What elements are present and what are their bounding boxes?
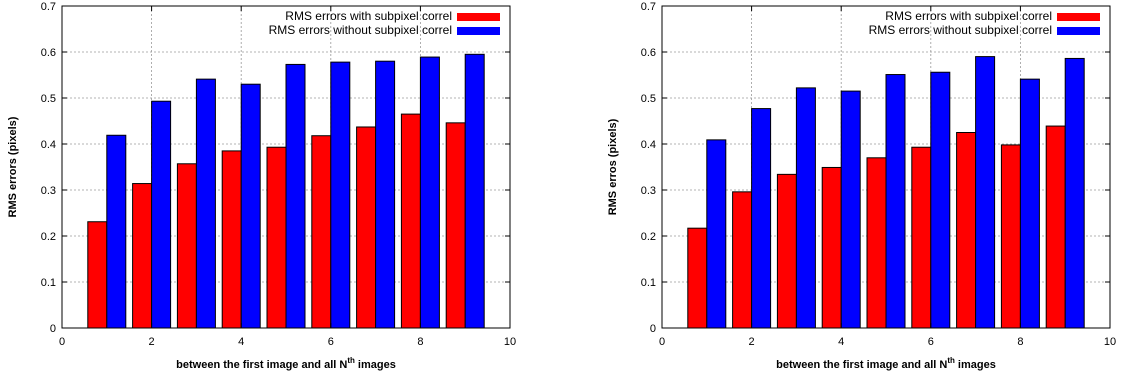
legend-swatch-1 — [457, 13, 500, 21]
bar-without-subpixel-5 — [885, 74, 906, 329]
plot-frame — [661, 5, 1111, 329]
legend-label-2: RMS errors without subpixel correl — [869, 23, 1052, 37]
y-tick-label: 0.5 — [41, 93, 56, 105]
x-tick-label: 2 — [149, 336, 155, 348]
bar-without-subpixel-6 — [330, 61, 351, 329]
legend-label-1: RMS errors with subpixel correl — [885, 9, 1052, 23]
bar-with-subpixel-1 — [87, 221, 108, 329]
bar-with-subpixel-3 — [776, 173, 797, 329]
y-axis-title: RMS errors (pixels) — [7, 116, 19, 217]
chart-2: 0 0.1 0.2 0.3 0.4 0.5 0.6 0.7 0 2 4 6 8 10 RMS erros (… — [607, 1, 1116, 371]
bar-with-subpixel-8 — [400, 113, 421, 329]
bar-without-subpixel-1 — [706, 139, 727, 329]
legend-swatch-2 — [457, 27, 500, 35]
bar-with-subpixel-6 — [911, 146, 932, 329]
bar-with-subpixel-5 — [266, 146, 287, 329]
bar-with-subpixel-7 — [956, 132, 977, 329]
x-axis-title: between the first image and all Nth imag… — [176, 356, 396, 371]
x-tick-label: 4 — [838, 336, 844, 348]
legend-swatch-1 — [1057, 13, 1100, 21]
bar-without-subpixel-5 — [285, 63, 306, 329]
y-tick-label: 0 — [50, 323, 56, 335]
bar-without-subpixel-3 — [795, 87, 816, 329]
legend-label-1: RMS errors with subpixel correl — [285, 9, 452, 23]
bar-without-subpixel-8 — [1019, 78, 1040, 329]
x-tick-label: 10 — [504, 336, 516, 348]
x-tick-label: 0 — [659, 336, 665, 348]
x-tick-label: 8 — [1017, 336, 1023, 348]
x-axis-title: between the first image and all Nth imag… — [776, 356, 996, 371]
bar-with-subpixel-6 — [311, 135, 332, 329]
x-tick-label: 0 — [59, 336, 65, 348]
bar-without-subpixel-7 — [975, 56, 996, 329]
bar-with-subpixel-4 — [821, 166, 842, 329]
bar-with-subpixel-2 — [732, 191, 753, 329]
bar-without-subpixel-9 — [1064, 57, 1085, 329]
y-tick-label: 0.1 — [41, 277, 56, 289]
y-tick-label: 0.6 — [641, 47, 656, 59]
x-tick-label: 6 — [328, 336, 334, 348]
bar-with-subpixel-9 — [1045, 125, 1066, 329]
bar-without-subpixel-7 — [375, 60, 396, 329]
x-tick-label: 4 — [238, 336, 244, 348]
y-tick-label: 0.4 — [641, 139, 656, 151]
bar-without-subpixel-2 — [151, 100, 172, 329]
y-tick-label: 0.3 — [41, 185, 56, 197]
y-tick-label: 0.3 — [641, 185, 656, 197]
bar-with-subpixel-8 — [1000, 144, 1021, 329]
plot-frame — [61, 5, 511, 329]
bar-with-subpixel-5 — [866, 157, 887, 329]
y-tick-label: 0.7 — [641, 1, 656, 13]
y-tick-label: 0 — [650, 323, 656, 335]
bar-with-subpixel-4 — [221, 150, 242, 329]
y-tick-label: 0.2 — [641, 231, 656, 243]
y-tick-label: 0.7 — [41, 1, 56, 13]
bar-with-subpixel-1 — [687, 227, 708, 329]
y-tick-label: 0.2 — [41, 231, 56, 243]
bar-with-subpixel-7 — [356, 126, 377, 329]
bar-without-subpixel-4 — [840, 90, 861, 329]
bar-without-subpixel-9 — [464, 53, 485, 329]
bar-without-subpixel-4 — [240, 83, 261, 329]
bar-without-subpixel-8 — [419, 56, 440, 329]
x-tick-label: 8 — [417, 336, 423, 348]
x-tick-label: 10 — [1104, 336, 1116, 348]
x-tick-label: 2 — [749, 336, 755, 348]
y-axis-title: RMS erros (pixels) — [607, 118, 619, 215]
bar-without-subpixel-1 — [106, 134, 127, 329]
chart-1: 0 0.1 0.2 0.3 0.4 0.5 0.6 0.7 0 2 4 6 8 10 RMS errors … — [7, 1, 516, 371]
bar-without-subpixel-2 — [751, 108, 772, 329]
y-tick-label: 0.1 — [641, 277, 656, 289]
y-tick-label: 0.4 — [41, 139, 56, 151]
bar-without-subpixel-6 — [930, 71, 951, 329]
legend-swatch-2 — [1057, 27, 1100, 35]
legend-label-2: RMS errors without subpixel correl — [269, 23, 452, 37]
bar-without-subpixel-3 — [195, 78, 216, 329]
y-tick-label: 0.5 — [641, 93, 656, 105]
bar-with-subpixel-9 — [445, 122, 466, 329]
x-tick-label: 6 — [928, 336, 934, 348]
bar-with-subpixel-3 — [176, 163, 197, 329]
bar-with-subpixel-2 — [132, 183, 153, 329]
y-tick-label: 0.6 — [41, 47, 56, 59]
